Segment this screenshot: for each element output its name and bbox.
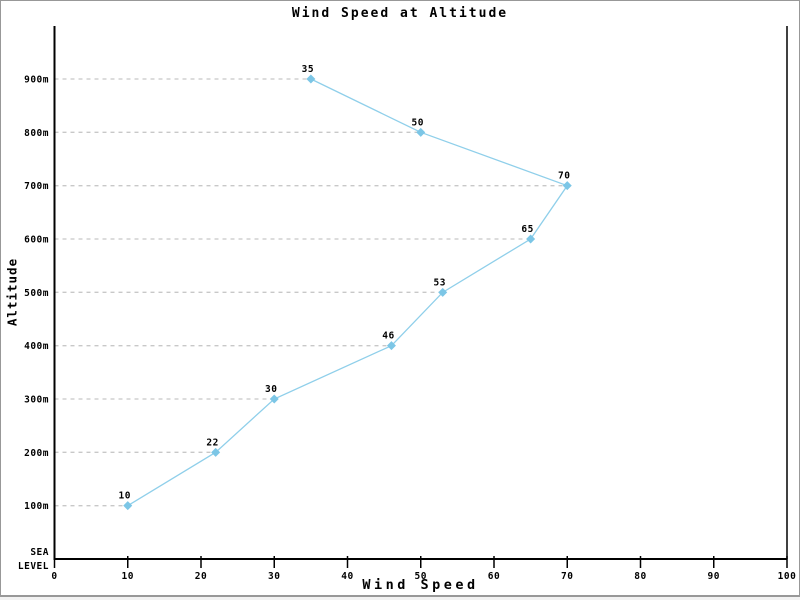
y-tick-label-900m: 900m — [24, 75, 49, 86]
data-point-marker-70 — [562, 181, 572, 191]
data-point-marker-30 — [269, 394, 279, 404]
x-tick-label-60: 60 — [488, 571, 500, 582]
data-point-marker-10 — [123, 501, 133, 511]
y-tick-label-300m: 300m — [24, 395, 49, 406]
x-tick-label-40: 40 — [341, 571, 353, 582]
data-point-label-30: 30 — [265, 384, 277, 395]
data-point-label-46: 46 — [382, 331, 394, 342]
data-point-marker-46 — [386, 341, 396, 351]
y-tick-label-400m: 400m — [24, 341, 49, 352]
data-point-label-35: 35 — [302, 64, 314, 75]
y-tick-label-600m: 600m — [24, 235, 49, 246]
x-tick-label-10: 10 — [122, 571, 134, 582]
sea-level-label-line1: SEA — [30, 547, 49, 558]
data-point-marker-35 — [306, 74, 316, 84]
sea-level-label-line2: LEVEL — [18, 561, 49, 572]
data-point-label-22: 22 — [206, 437, 218, 448]
data-point-label-53: 53 — [433, 277, 445, 288]
x-tick-label-90: 90 — [708, 571, 720, 582]
y-tick-label-500m: 500m — [24, 288, 49, 299]
y-tick-label-200m: 200m — [24, 448, 49, 459]
x-tick-label-100: 100 — [778, 571, 797, 582]
x-tick-label-70: 70 — [561, 571, 573, 582]
y-tick-label-800m: 800m — [24, 128, 49, 139]
x-axis-title: Wind Speed — [362, 577, 479, 593]
y-tick-label-700m: 700m — [24, 181, 49, 192]
x-tick-label-0: 0 — [51, 571, 57, 582]
data-point-label-50: 50 — [412, 117, 424, 128]
x-tick-label-50: 50 — [415, 571, 427, 582]
data-point-label-10: 10 — [119, 491, 131, 502]
x-tick-label-30: 30 — [268, 571, 280, 582]
data-point-label-65: 65 — [521, 224, 533, 235]
x-tick-label-80: 80 — [634, 571, 646, 582]
x-tick-label-20: 20 — [195, 571, 207, 582]
data-point-marker-22 — [211, 447, 221, 457]
chart-title: Wind Speed at Altitude — [291, 6, 509, 21]
data-point-marker-50 — [416, 127, 426, 137]
data-point-marker-53 — [438, 287, 448, 297]
data-point-label-70: 70 — [558, 171, 570, 182]
data-point-marker-65 — [526, 234, 536, 244]
y-tick-label-100m: 100m — [24, 501, 49, 512]
